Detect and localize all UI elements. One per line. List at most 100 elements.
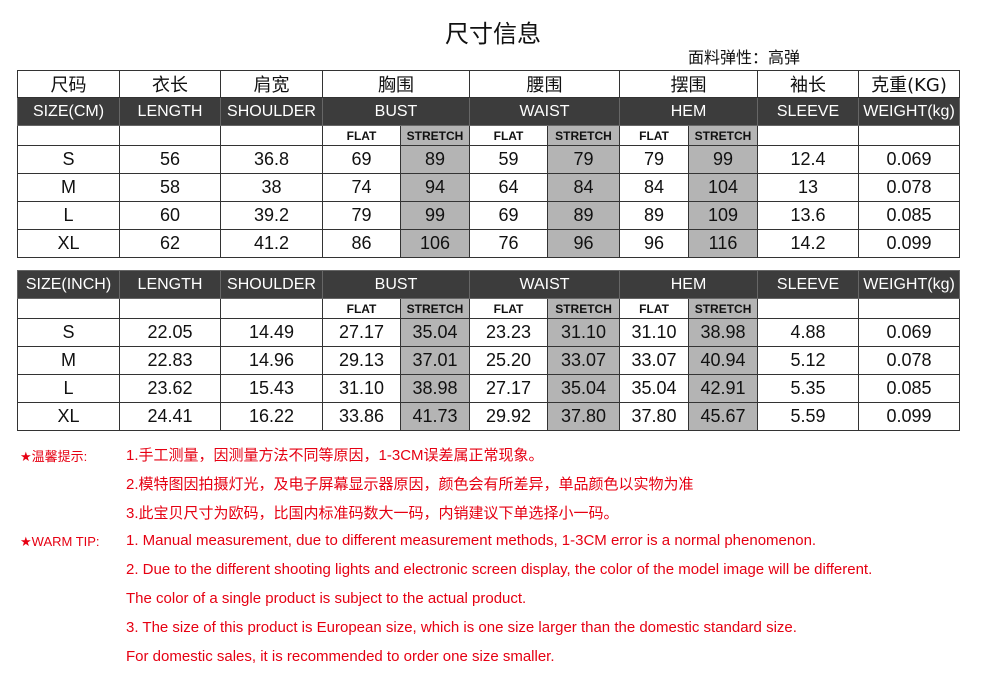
table-cell: 23.23 bbox=[469, 318, 549, 347]
table-cell: 14.96 bbox=[220, 346, 323, 375]
table-cell: 31.10 bbox=[322, 374, 401, 403]
table-cell: 38.98 bbox=[688, 318, 759, 347]
table-cell: 109 bbox=[688, 201, 758, 230]
table-cell: 4.88 bbox=[757, 318, 860, 347]
table-cell: 79 bbox=[619, 145, 689, 174]
size-table-cm: 尺码 衣长 肩宽 胸围 腰围 摆围 袖长 克重(KG) SIZE(CM) LENGTH SHOULD… bbox=[17, 70, 960, 258]
table-cell: 22.05 bbox=[119, 318, 221, 347]
table-cell: 41.73 bbox=[399, 402, 471, 431]
table-cell: 27.17 bbox=[469, 374, 549, 403]
empty-cell bbox=[757, 298, 860, 319]
table-cell: 12.4 bbox=[757, 145, 859, 174]
table-cell: 37.80 bbox=[547, 402, 621, 431]
empty-cell bbox=[757, 125, 859, 146]
table-cell: 5.35 bbox=[757, 374, 860, 403]
table-cell: 89 bbox=[619, 201, 689, 230]
table-cell: 14.2 bbox=[757, 229, 859, 258]
table-cell: 29.13 bbox=[322, 346, 401, 375]
flat-subheader: FLAT bbox=[619, 298, 690, 319]
table-cell: 27.17 bbox=[322, 318, 401, 347]
column-header: BUST bbox=[322, 97, 470, 126]
column-header: SIZE(INCH) bbox=[17, 270, 120, 299]
table-cell: 0.069 bbox=[858, 318, 961, 347]
en-note: 3. The size of this product is European … bbox=[126, 619, 797, 636]
empty-cell bbox=[17, 298, 120, 319]
flat-subheader: FLAT bbox=[469, 125, 548, 146]
table-cell: 84 bbox=[547, 173, 620, 202]
table-cell: 69 bbox=[322, 145, 401, 174]
en-note: For domestic sales, it is recommended to… bbox=[126, 648, 555, 665]
table-cell: 24.41 bbox=[119, 402, 221, 431]
column-header: SIZE(CM) bbox=[17, 97, 120, 126]
column-header: LENGTH bbox=[119, 270, 221, 299]
cn-header: 腰围 bbox=[469, 70, 620, 98]
table-cell: 0.099 bbox=[858, 229, 960, 258]
table-cell: 60 bbox=[119, 201, 221, 230]
empty-cell bbox=[220, 125, 323, 146]
stretch-subheader: STRETCH bbox=[688, 125, 758, 146]
table-cell: 35.04 bbox=[547, 374, 621, 403]
column-header: HEM bbox=[619, 97, 758, 126]
table-cell: 99 bbox=[688, 145, 758, 174]
table-cell: 89 bbox=[400, 145, 470, 174]
table-cell: 15.43 bbox=[220, 374, 323, 403]
flat-subheader: FLAT bbox=[322, 125, 401, 146]
table-cell: 37.80 bbox=[619, 402, 690, 431]
column-header: HEM bbox=[619, 270, 759, 299]
table-cell: XL bbox=[17, 229, 120, 258]
table-cell: 104 bbox=[688, 173, 758, 202]
column-header: WEIGHT(kg) bbox=[858, 270, 961, 299]
empty-cell bbox=[119, 125, 221, 146]
cn-header: 尺码 bbox=[17, 70, 120, 98]
table-cell: M bbox=[17, 173, 120, 202]
stretch-subheader: STRETCH bbox=[399, 298, 471, 319]
table-cell: S bbox=[17, 318, 120, 347]
empty-cell bbox=[17, 125, 120, 146]
empty-cell bbox=[858, 125, 960, 146]
table-row: S 22.05 14.49 27.17 35.04 23.23 31.10 31.10 38.9… bbox=[17, 318, 961, 347]
stretch-subheader: STRETCH bbox=[547, 298, 621, 319]
table-cell: 79 bbox=[547, 145, 620, 174]
table-cell: 0.085 bbox=[858, 374, 961, 403]
table-cell: 0.069 bbox=[858, 145, 960, 174]
table-row: XL 24.41 16.22 33.86 41.73 29.92 37.80 37.80 45.… bbox=[17, 402, 961, 431]
table-cell: L bbox=[17, 201, 120, 230]
table-cell: 64 bbox=[469, 173, 548, 202]
table-cell: 39.2 bbox=[220, 201, 323, 230]
table-row: L 60 39.2 79 99 69 89 89 109 13.6 0.085 bbox=[17, 201, 960, 230]
table-cell: 96 bbox=[619, 229, 689, 258]
table-cell: 62 bbox=[119, 229, 221, 258]
en-note: 1. Manual measurement, due to different … bbox=[126, 532, 817, 549]
table-cell: 116 bbox=[688, 229, 758, 258]
cn-header: 肩宽 bbox=[220, 70, 323, 98]
table-cell: 35.04 bbox=[399, 318, 471, 347]
table-cell: 29.92 bbox=[469, 402, 549, 431]
table-cell: 37.01 bbox=[399, 346, 471, 375]
page-title: 尺寸信息 bbox=[445, 20, 541, 48]
table-cell: 33.86 bbox=[322, 402, 401, 431]
table-cell: 13 bbox=[757, 173, 859, 202]
table-row: L 23.62 15.43 31.10 38.98 27.17 35.04 35.04 42.9… bbox=[17, 374, 961, 403]
table-cell: 33.07 bbox=[547, 346, 621, 375]
table-row: M 58 38 74 94 64 84 84 104 13 0.078 bbox=[17, 173, 960, 202]
cn-note: 2.模特图因拍摄灯光，及电子屏幕显示器原因，颜色会有所差异，单品颜色以实物为准 bbox=[126, 476, 694, 493]
table-cell: 36.8 bbox=[220, 145, 323, 174]
table-cell: 31.10 bbox=[547, 318, 621, 347]
table-cell: 84 bbox=[619, 173, 689, 202]
stretch-subheader: STRETCH bbox=[400, 125, 470, 146]
column-header: SLEEVE bbox=[757, 97, 859, 126]
table-cell: 38 bbox=[220, 173, 323, 202]
table-cell: 69 bbox=[469, 201, 548, 230]
table-cell: XL bbox=[17, 402, 120, 431]
size-table-inch: SIZE(INCH) LENGTH SHOULDER BUST WAIST HEM SLEE… bbox=[17, 270, 961, 431]
table-cell: 86 bbox=[322, 229, 401, 258]
table-cell: 5.59 bbox=[757, 402, 860, 431]
column-header: SLEEVE bbox=[757, 270, 860, 299]
flat-subheader: FLAT bbox=[469, 298, 549, 319]
column-header: WEIGHT(kg) bbox=[858, 97, 960, 126]
table-cell: 79 bbox=[322, 201, 401, 230]
column-header: BUST bbox=[321, 270, 471, 299]
column-header: WAIST bbox=[469, 270, 621, 299]
table-cell: 89 bbox=[547, 201, 620, 230]
table-cell: 13.6 bbox=[757, 201, 859, 230]
